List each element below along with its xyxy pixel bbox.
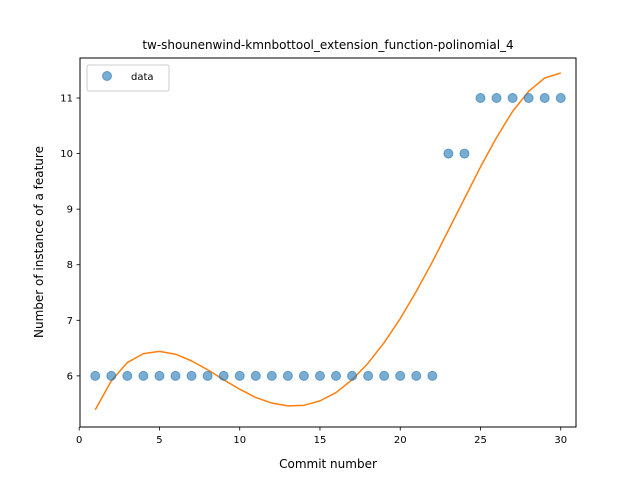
data-point-22	[444, 149, 453, 158]
legend-box	[87, 65, 169, 91]
legend: data	[87, 65, 169, 91]
x-tick-label-6: 30	[554, 435, 567, 446]
x-tick-label-3: 15	[314, 435, 327, 446]
data-point-27	[524, 94, 533, 103]
y-tick-label-3: 9	[67, 205, 73, 216]
x-tick-label-0: 0	[76, 435, 82, 446]
plot-area	[80, 58, 576, 427]
data-point-0	[91, 371, 100, 380]
data-point-18	[380, 371, 389, 380]
y-tick-label-5: 11	[60, 94, 73, 105]
data-point-29	[556, 94, 565, 103]
data-point-20	[412, 371, 421, 380]
data-point-26	[508, 94, 517, 103]
data-point-21	[428, 371, 437, 380]
data-point-9	[235, 371, 244, 380]
data-point-2	[123, 371, 132, 380]
data-point-1	[107, 371, 116, 380]
y-axis-label: Number of instance of a feature	[32, 146, 46, 338]
y-tick-label-2: 8	[67, 260, 73, 271]
data-point-16	[348, 371, 357, 380]
data-point-8	[219, 371, 228, 380]
data-point-17	[364, 371, 373, 380]
y-tick-label-1: 7	[67, 316, 73, 327]
data-point-19	[396, 371, 405, 380]
data-point-11	[267, 371, 276, 380]
x-tick-label-1: 5	[156, 435, 162, 446]
data-point-15	[332, 371, 341, 380]
chart-title: tw-shounenwind-kmnbottool_extension_func…	[142, 38, 513, 52]
legend-label-data: data	[131, 72, 154, 83]
data-point-28	[540, 94, 549, 103]
data-point-5	[171, 371, 180, 380]
y-tick-label-0: 6	[67, 371, 73, 382]
legend-marker-data	[103, 72, 112, 81]
data-point-4	[155, 371, 164, 380]
y-tick-label-4: 10	[60, 149, 73, 160]
data-point-7	[203, 371, 212, 380]
x-tick-label-5: 25	[474, 435, 487, 446]
data-point-23	[460, 149, 469, 158]
data-point-6	[187, 371, 196, 380]
data-point-14	[315, 371, 324, 380]
data-point-3	[139, 371, 148, 380]
data-point-25	[492, 94, 501, 103]
x-axis-label: Commit number	[279, 457, 377, 471]
x-tick-label-2: 10	[233, 435, 246, 446]
data-point-24	[476, 94, 485, 103]
data-point-10	[251, 371, 260, 380]
x-tick-label-4: 20	[394, 435, 407, 446]
data-point-13	[299, 371, 308, 380]
data-point-12	[283, 371, 292, 380]
